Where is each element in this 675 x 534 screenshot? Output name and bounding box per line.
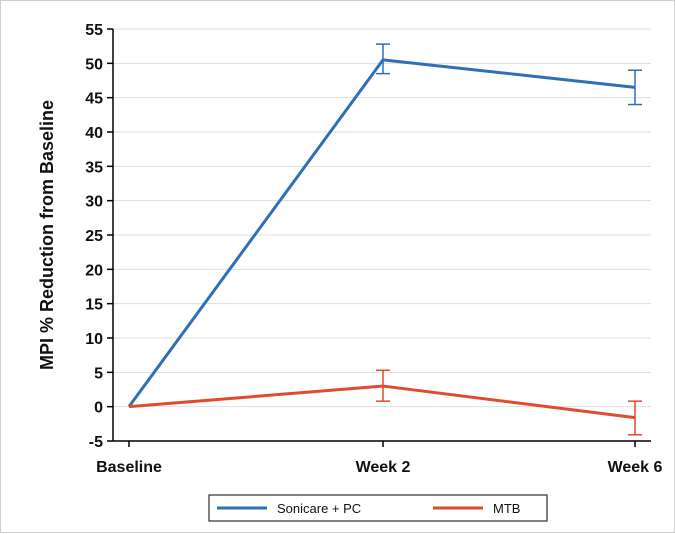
y-tick-label-4: 15 [85, 297, 103, 314]
y-tick-label-1: 0 [94, 400, 103, 417]
legend-label-sonicare: Sonicare + PC [277, 501, 361, 516]
y-tick-label-12: 55 [85, 22, 103, 39]
gridlines [113, 28, 651, 408]
y-tick-label-0: -5 [89, 434, 103, 451]
series-line-0 [127, 58, 636, 408]
y-tick-label-7: 30 [85, 194, 103, 211]
x-tick-label-0: Baseline [96, 459, 162, 476]
y-tick-label-11: 50 [85, 56, 103, 73]
legend-label-mtb: MTB [493, 501, 520, 516]
y-axis-title: MPI % Reduction from Baseline [37, 100, 57, 370]
legend: Sonicare + PC MTB [208, 494, 548, 522]
y-ticks: -5 0 5 10 15 20 25 30 35 40 45 50 55 [85, 22, 113, 451]
y-tick-label-8: 35 [85, 159, 103, 176]
y-tick-label-6: 25 [85, 228, 103, 245]
y-tick-label-5: 20 [85, 262, 103, 279]
y-tick-label-10: 45 [85, 91, 103, 108]
y-tick-label-9: 40 [85, 125, 103, 142]
x-tick-label-2: Week 6 [608, 459, 663, 476]
x-tick-label-1: Week 2 [356, 459, 411, 476]
x-ticks: Baseline Week 2 Week 6 [96, 441, 663, 476]
series-group [127, 43, 642, 436]
y-tick-label-3: 10 [85, 331, 103, 348]
y-tick-label-2: 5 [94, 365, 103, 382]
